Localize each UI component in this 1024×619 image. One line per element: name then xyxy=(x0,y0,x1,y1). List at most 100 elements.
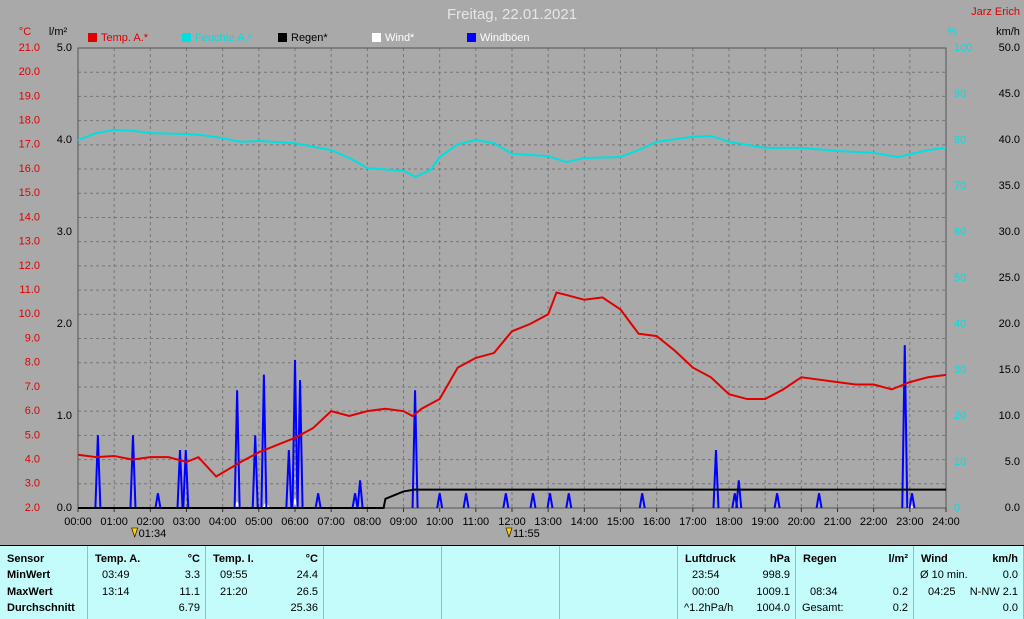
x-tick-label: 11:00 xyxy=(462,516,489,528)
series-line xyxy=(77,128,947,178)
series-line xyxy=(77,291,947,478)
x-tick-label: 22:00 xyxy=(860,516,888,528)
yticks-label: 20.0 xyxy=(19,66,40,78)
x-tick-label: 24:00 xyxy=(932,516,960,528)
table-cell: 09:55 xyxy=(220,569,248,581)
table-cell: l/m² xyxy=(888,553,908,565)
y4ticks-label: 0.0 xyxy=(1005,502,1020,514)
table-column xyxy=(88,546,206,619)
table-cell: 08:34 xyxy=(810,585,838,598)
wind-spike xyxy=(356,480,364,509)
x-tick-label: 17:00 xyxy=(679,516,707,528)
y4ticks-label: 15.0 xyxy=(999,364,1020,376)
wind-spike xyxy=(233,390,241,509)
table-column xyxy=(796,546,914,619)
x-tick-label: 16:00 xyxy=(643,516,671,528)
table-cell: Sensor xyxy=(7,553,45,565)
x-tick-label: 09:00 xyxy=(390,516,418,528)
table-cell: Wind xyxy=(921,553,948,565)
y4ticks-label: 5.0 xyxy=(1005,456,1020,468)
yticks-label: 4.0 xyxy=(25,453,40,465)
table-cell: Ø 10 min. xyxy=(920,569,968,581)
table-cell: °C xyxy=(305,553,318,565)
legend-swatch xyxy=(278,33,287,42)
table-cell: MaxWert xyxy=(7,585,53,598)
y4ticks-label: 40.0 xyxy=(999,134,1020,146)
table-cell: Gesamt: xyxy=(802,602,844,614)
legend-label: Wind* xyxy=(385,32,415,44)
table-cell: °C xyxy=(187,553,200,565)
yticks-label: 15.0 xyxy=(19,187,40,199)
yticks-label: 21.0 xyxy=(19,42,40,54)
yticks-label: 14.0 xyxy=(19,211,40,223)
y2ticks-label: 2.0 xyxy=(57,318,72,330)
y3ticks-label: 20 xyxy=(954,410,966,422)
x-tick-label: 21:00 xyxy=(824,516,852,528)
y4ticks-label: 20.0 xyxy=(999,318,1020,330)
table-cell: 6.79 xyxy=(178,602,200,614)
wind-spike xyxy=(502,493,510,509)
table-cell: 26.5 xyxy=(296,585,318,598)
x-tick-label: 23:00 xyxy=(896,516,924,528)
y4ticks-label: 25.0 xyxy=(999,272,1020,284)
wind-spike xyxy=(638,493,646,509)
chart-title: Freitag, 22.01.2021 xyxy=(447,6,577,23)
table-cell: 1004.0 xyxy=(756,602,790,614)
table-cell: 3.3 xyxy=(184,569,200,581)
table-cell: Temp. A. xyxy=(95,553,141,565)
y4-unit: km/h xyxy=(996,26,1020,38)
y3ticks-label: 80 xyxy=(954,134,966,146)
y4ticks-label: 45.0 xyxy=(999,88,1020,100)
table-column xyxy=(324,546,442,619)
yticks-label: 17.0 xyxy=(19,139,40,151)
yticks-label: 12.0 xyxy=(19,260,40,272)
wind-spike xyxy=(546,493,554,509)
legend-swatch xyxy=(88,33,97,42)
table-column xyxy=(560,546,678,619)
table-cell: 03:49 xyxy=(102,569,130,581)
y3-unit: % xyxy=(947,26,957,38)
legend-swatch xyxy=(372,33,381,42)
y3ticks-label: 50 xyxy=(954,272,966,284)
y4ticks-label: 50.0 xyxy=(999,42,1020,54)
wind-spike xyxy=(260,374,268,509)
y3ticks-label: 60 xyxy=(954,226,966,238)
wind-spike xyxy=(529,493,537,509)
x-tick-label: 04:00 xyxy=(209,516,237,528)
table-cell: km/h xyxy=(992,553,1018,565)
y-unit: °C xyxy=(19,26,31,38)
y2ticks-label: 1.0 xyxy=(57,410,72,422)
annotation-label: 01:34 xyxy=(139,528,167,540)
table-cell: 11.1 xyxy=(179,585,200,598)
legend-label: Feuchte A.* xyxy=(195,32,253,44)
yticks-label: 9.0 xyxy=(25,332,40,344)
x-tick-label: 19:00 xyxy=(751,516,779,528)
yticks-label: 19.0 xyxy=(19,90,40,102)
author: Jarz Erich xyxy=(971,6,1020,18)
wind-spike xyxy=(154,493,162,509)
x-tick-label: 14:00 xyxy=(571,516,599,528)
legend-label: Regen* xyxy=(291,32,328,44)
table-cell: Durchschnitt xyxy=(7,602,75,614)
x-tick-label: 15:00 xyxy=(607,516,635,528)
x-tick-label: 08:00 xyxy=(354,516,382,528)
x-tick-label: 20:00 xyxy=(788,516,816,528)
sun-marker xyxy=(505,527,513,538)
table-cell: N-NW 2.1 xyxy=(969,585,1018,598)
legend-label: Temp. A.* xyxy=(101,32,149,44)
table-cell: 0.0 xyxy=(1002,569,1018,581)
table-cell: hPa xyxy=(769,553,790,565)
x-tick-label: 00:00 xyxy=(64,516,92,528)
wind-spike xyxy=(735,480,743,509)
series-line xyxy=(78,488,946,509)
table-column xyxy=(442,546,560,619)
y4ticks-label: 30.0 xyxy=(999,226,1020,238)
y3ticks-label: 0 xyxy=(954,502,960,514)
legend-swatch xyxy=(467,33,476,42)
x-tick-label: 07:00 xyxy=(317,516,345,528)
x-tick-label: 10:00 xyxy=(426,516,454,528)
y2ticks-label: 0.0 xyxy=(57,502,72,514)
x-tick-label: 06:00 xyxy=(281,516,309,528)
y3ticks-label: 70 xyxy=(954,180,966,192)
x-tick-label: 02:00 xyxy=(137,516,165,528)
